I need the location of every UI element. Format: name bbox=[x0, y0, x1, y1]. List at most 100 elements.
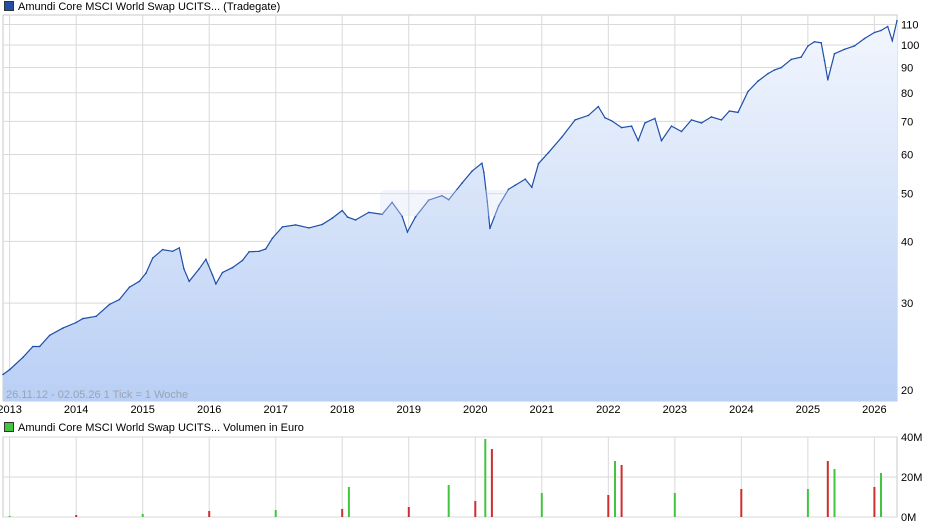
volume-bar bbox=[873, 487, 876, 517]
price-point bbox=[461, 182, 463, 184]
price-point bbox=[401, 215, 403, 217]
price-point bbox=[587, 114, 590, 117]
price-point bbox=[22, 356, 24, 359]
price-point bbox=[670, 125, 673, 127]
price-point bbox=[241, 259, 244, 262]
price-point bbox=[773, 69, 776, 71]
price-legend-swatch bbox=[4, 1, 14, 11]
price-point bbox=[660, 139, 663, 142]
price-point bbox=[62, 327, 64, 329]
volume-bar bbox=[673, 493, 676, 517]
x-tick-2019: 2019 bbox=[397, 404, 421, 416]
price-point bbox=[188, 280, 190, 283]
price-point bbox=[710, 116, 713, 118]
y-tick-110: 110 bbox=[901, 20, 919, 32]
volume-bar bbox=[141, 514, 144, 517]
price-point bbox=[790, 58, 792, 61]
volume-bar bbox=[806, 489, 809, 517]
price-point bbox=[2, 373, 4, 376]
price-point bbox=[807, 45, 809, 47]
price-point bbox=[427, 199, 430, 201]
volume-legend: Amundi Core MSCI World Swap UCITS... Vol… bbox=[4, 422, 304, 435]
x-tick-2014: 2014 bbox=[64, 404, 88, 416]
price-point bbox=[406, 231, 409, 233]
price-point bbox=[138, 280, 141, 283]
price-point bbox=[231, 266, 234, 269]
price-point bbox=[680, 130, 683, 133]
y-tick-20: 20 bbox=[901, 385, 913, 397]
x-tick-2020: 2020 bbox=[463, 404, 487, 416]
price-point bbox=[215, 283, 217, 285]
price-point bbox=[507, 188, 510, 191]
price-point bbox=[880, 29, 882, 32]
price-point bbox=[281, 226, 284, 228]
price-point bbox=[886, 25, 889, 28]
price-point bbox=[604, 117, 606, 119]
price-point bbox=[48, 334, 51, 337]
price-point bbox=[341, 209, 344, 212]
price-point bbox=[331, 217, 334, 219]
price-point bbox=[8, 368, 11, 371]
price-point bbox=[118, 298, 121, 301]
price-point bbox=[161, 248, 164, 251]
volume-y-tick-20M: 20M bbox=[901, 472, 922, 484]
price-point bbox=[820, 42, 822, 44]
price-point bbox=[271, 237, 274, 239]
price-point bbox=[620, 126, 623, 129]
price-point bbox=[183, 268, 185, 270]
price-point bbox=[574, 119, 576, 121]
volume-legend-swatch bbox=[4, 422, 14, 432]
price-point bbox=[843, 48, 846, 51]
volume-bar bbox=[474, 501, 477, 517]
price-legend-label: Amundi Core MSCI World Swap UCITS... (Tr… bbox=[18, 1, 281, 13]
price-point bbox=[823, 59, 826, 62]
price-point bbox=[82, 317, 84, 320]
price-point bbox=[654, 117, 656, 120]
y-tick-90: 90 bbox=[901, 63, 913, 75]
price-point bbox=[95, 315, 97, 318]
price-point bbox=[32, 345, 34, 348]
volume-bar bbox=[490, 449, 493, 517]
price-point bbox=[486, 200, 489, 203]
price-point bbox=[637, 139, 639, 142]
x-tick-2023: 2023 bbox=[663, 404, 687, 416]
y-tick-80: 80 bbox=[901, 88, 913, 100]
price-point bbox=[211, 274, 214, 276]
price-point bbox=[610, 120, 613, 122]
x-tick-2015: 2015 bbox=[130, 404, 154, 416]
price-point bbox=[294, 224, 297, 226]
volume-bar bbox=[75, 515, 78, 517]
volume-bar bbox=[614, 461, 616, 517]
price-point bbox=[248, 251, 250, 253]
volume-y-tick-40M: 40M bbox=[901, 432, 922, 444]
watermark-logo bbox=[380, 190, 520, 216]
price-point bbox=[833, 52, 836, 55]
volume-bar bbox=[208, 511, 211, 517]
price-point bbox=[391, 201, 393, 204]
x-tick-2026: 2026 bbox=[862, 404, 886, 416]
volume-bar bbox=[484, 439, 487, 517]
volume-legend-label: Amundi Core MSCI World Swap UCITS... Vol… bbox=[18, 422, 304, 434]
price-point bbox=[896, 19, 898, 22]
price-point bbox=[800, 56, 802, 58]
price-point bbox=[75, 321, 77, 324]
price-point bbox=[720, 119, 723, 121]
price-point bbox=[346, 216, 349, 218]
price-point bbox=[171, 250, 174, 253]
price-point bbox=[630, 125, 633, 127]
price-point bbox=[737, 111, 739, 114]
price-point bbox=[700, 122, 703, 124]
price-point bbox=[827, 79, 829, 81]
y-tick-100: 100 bbox=[901, 40, 919, 52]
volume-bar bbox=[620, 465, 623, 517]
price-point bbox=[108, 303, 111, 306]
price-point bbox=[514, 184, 516, 186]
price-point bbox=[128, 286, 131, 289]
price-point bbox=[813, 41, 816, 43]
price-point bbox=[483, 171, 485, 174]
price-point bbox=[258, 250, 260, 253]
price-point bbox=[547, 151, 550, 154]
price-point bbox=[489, 227, 491, 230]
x-tick-2017: 2017 bbox=[263, 404, 287, 416]
